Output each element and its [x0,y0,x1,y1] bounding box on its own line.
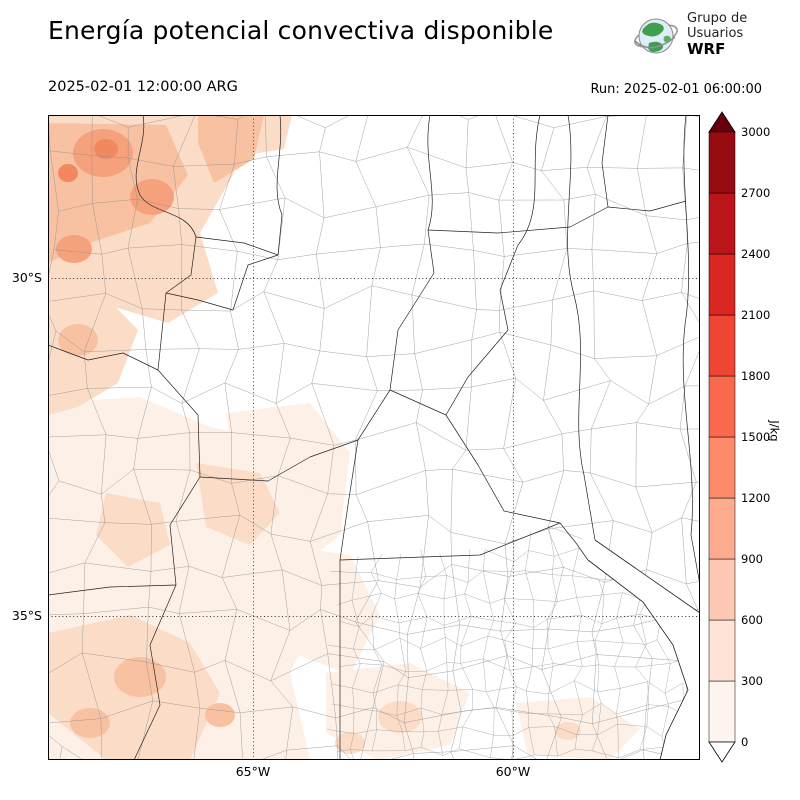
cape-shading-level4 [56,129,174,263]
colorbar-tick-3000: 3000 [741,125,770,139]
globe-icon [634,18,678,54]
department-boundaries-buenos-aires [327,526,684,760]
colorbar-tick-600: 600 [741,613,763,627]
colorbar-tick-0: 0 [741,735,748,749]
lat-tick-30s: 30°S [11,270,42,285]
ocean-area [588,540,700,760]
province-boundaries [48,115,700,760]
page-title: Energía potencial convectiva disponible [48,16,554,45]
colorbar-tick-900: 900 [741,552,763,566]
logo-text: Grupo de Usuarios WRF [687,11,748,59]
coastline [587,559,689,760]
run-time-label: Run: 2025-02-01 06:00:00 [590,82,762,97]
estuary-north-shore [594,539,700,614]
department-boundaries-coarse [48,115,700,760]
colorbar-tick-2400: 2400 [741,247,770,261]
map-canvas [48,115,700,760]
graticule [48,115,700,760]
lon-tick-60w: 60°W [495,764,531,779]
logo-line3: WRF [687,40,726,59]
colorbar-unit-label: J/kg [767,420,782,442]
colorbar-tick-300: 300 [741,674,763,688]
colorbar-tick-1800: 1800 [741,369,770,383]
valid-time-label: 2025-02-01 12:00:00 ARG [48,79,238,95]
lat-tick-35s: 35°S [11,608,42,623]
colorbar: 0 300 600 900 1200 1500 1800 2100 2400 2700 3000 [706,107,800,777]
logo-line1: Grupo de [687,11,748,27]
map-frame [48,115,700,760]
colorbar-tick-1200: 1200 [741,491,770,505]
lon-tick-65w: 65°W [235,764,271,779]
colorbar-tick-2700: 2700 [741,186,770,200]
wrf-logo: Grupo de Usuarios WRF [632,10,747,60]
colorbar-tick-2100: 2100 [741,308,770,322]
colorbar-tick-1500: 1500 [741,430,770,444]
logo-line2: Usuarios [687,25,744,41]
